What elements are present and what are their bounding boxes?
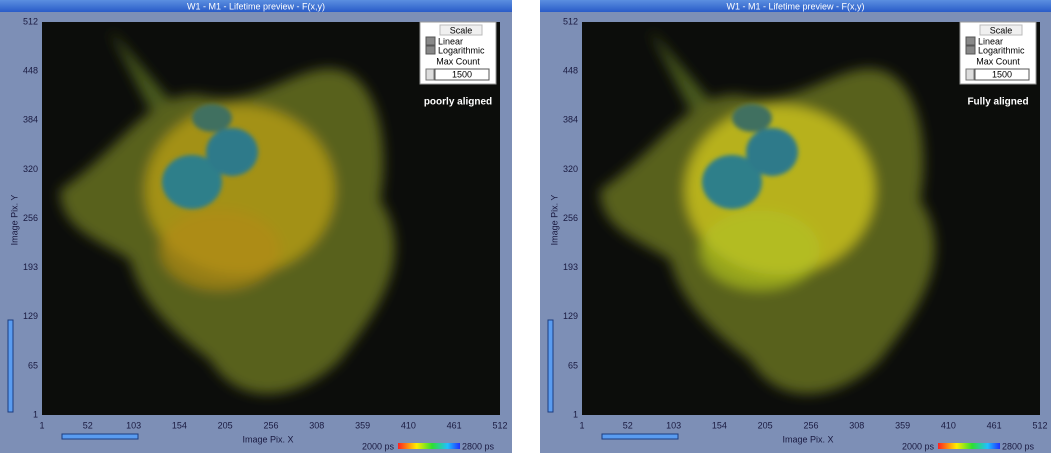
cell-branch <box>110 30 170 110</box>
nucleus <box>746 128 798 176</box>
y-tick-label: 448 <box>23 66 38 76</box>
cell-branch <box>650 30 710 110</box>
horizontal-scrollbar <box>61 433 139 440</box>
scale-title-box <box>439 24 483 36</box>
colorbar-max-label: 2800 ps <box>462 441 495 451</box>
y-tick-label: 320 <box>23 164 38 174</box>
y-tick-label: 512 <box>23 16 38 26</box>
y-tick-label: 256 <box>563 213 578 223</box>
cytoplasm <box>160 210 280 290</box>
colorbar <box>938 443 1000 449</box>
y-tick-label: 65 <box>28 360 38 370</box>
nucleus <box>162 155 222 209</box>
scale-option[interactable]: Linear <box>978 36 1003 46</box>
max-count-spinner[interactable] <box>425 68 435 81</box>
nuclei <box>702 104 798 209</box>
x-tick-label: 410 <box>941 420 956 430</box>
x-tick-label: 359 <box>895 420 910 430</box>
y-tick-label: 65 <box>568 360 578 370</box>
y-tick-label: 193 <box>23 262 38 272</box>
x-tick-label: 205 <box>758 420 773 430</box>
y-tick-label: 256 <box>23 213 38 223</box>
y-axis-label: Image Pix. Y <box>549 195 559 246</box>
y-tick-label: 384 <box>23 115 38 125</box>
scale-option-button[interactable] <box>425 36 436 46</box>
scale-title: Scale <box>990 25 1013 35</box>
image-annotation: Fully aligned <box>967 97 1028 108</box>
y-tick-label: 129 <box>23 311 38 321</box>
x-tick-label: 52 <box>83 420 93 430</box>
max-count-field[interactable] <box>434 68 490 81</box>
x-tick-label: 512 <box>1032 420 1047 430</box>
title-bar <box>0 0 512 12</box>
colorbar-max-label: 2800 ps <box>1002 441 1035 451</box>
max-count-value[interactable]: 1500 <box>452 69 472 79</box>
title-bar <box>540 0 1051 12</box>
max-count-field[interactable] <box>974 68 1030 81</box>
colorbar-min-label: 2000 ps <box>902 441 935 451</box>
y-tick-label: 193 <box>563 262 578 272</box>
x-tick-label: 154 <box>172 420 187 430</box>
nucleus <box>206 128 258 176</box>
x-tick-label: 205 <box>218 420 233 430</box>
horizontal-scrollbar <box>601 433 679 440</box>
x-tick-label: 52 <box>623 420 633 430</box>
max-count-spinner[interactable] <box>965 68 975 81</box>
scale-option-button[interactable] <box>965 36 976 46</box>
cell-image <box>60 30 395 394</box>
y-tick-label: 129 <box>563 311 578 321</box>
nucleus <box>732 104 772 132</box>
x-tick-label: 461 <box>987 420 1002 430</box>
lifetime-window: W1 - M1 - Lifetime preview - F(x,y) 512 44… <box>0 0 512 453</box>
lifetime-window: W1 - M1 - Lifetime preview - F(x,y) 512 44… <box>540 0 1051 453</box>
colorbar <box>398 443 460 449</box>
max-count-value[interactable]: 1500 <box>992 69 1012 79</box>
scale-option[interactable]: Logarithmic <box>438 45 485 55</box>
x-tick-label: 256 <box>803 420 818 430</box>
y-tick-label: 1 <box>573 409 578 419</box>
max-count-label: Max Count <box>976 56 1020 66</box>
y-axis-label: Image Pix. Y <box>9 195 19 246</box>
x-tick-label: 154 <box>712 420 727 430</box>
x-tick-label: 308 <box>849 420 864 430</box>
x-tick-label: 512 <box>492 420 507 430</box>
scale-title: Scale <box>450 25 473 35</box>
scale-option[interactable]: Linear <box>438 36 463 46</box>
scale-option-button[interactable] <box>425 45 436 55</box>
y-tick-label: 320 <box>563 164 578 174</box>
x-tick-label: 359 <box>355 420 370 430</box>
max-count-label: Max Count <box>436 56 480 66</box>
y-tick-label: 1 <box>33 409 38 419</box>
y-tick-label: 448 <box>563 66 578 76</box>
nucleus <box>702 155 762 209</box>
x-tick-label: 461 <box>447 420 462 430</box>
window-title: W1 - M1 - Lifetime preview - F(x,y) <box>187 1 325 11</box>
y-tick-label: 384 <box>563 115 578 125</box>
x-axis-label: Image Pix. X <box>242 434 293 444</box>
scale-title-box <box>979 24 1023 36</box>
scale-option[interactable]: Logarithmic <box>978 45 1025 55</box>
nuclei <box>162 104 258 209</box>
image-annotation: poorly aligned <box>424 97 492 108</box>
x-tick-label: 1 <box>39 420 44 430</box>
x-tick-label: 308 <box>309 420 324 430</box>
vertical-scrollbar <box>547 319 554 413</box>
colorbar-min-label: 2000 ps <box>362 441 395 451</box>
cell-image <box>600 30 935 394</box>
x-tick-label: 410 <box>401 420 416 430</box>
y-tick-label: 512 <box>563 16 578 26</box>
window-title: W1 - M1 - Lifetime preview - F(x,y) <box>726 1 864 11</box>
cytoplasm <box>700 210 820 290</box>
nucleus <box>192 104 232 132</box>
x-axis-label: Image Pix. X <box>782 434 833 444</box>
vertical-scrollbar <box>7 319 14 413</box>
x-tick-label: 103 <box>126 420 141 430</box>
scale-option-button[interactable] <box>965 45 976 55</box>
x-tick-label: 103 <box>666 420 681 430</box>
x-tick-label: 1 <box>579 420 584 430</box>
x-tick-label: 256 <box>263 420 278 430</box>
